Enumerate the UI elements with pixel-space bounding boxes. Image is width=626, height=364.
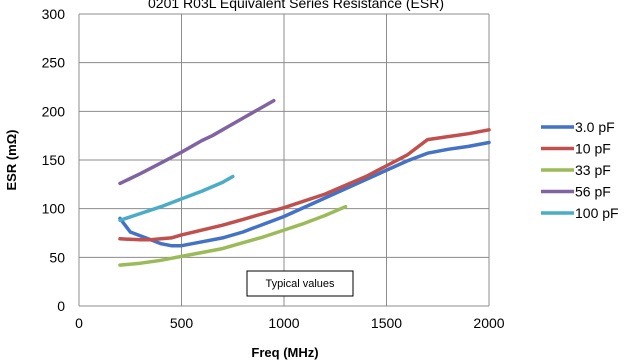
y-tick-label-6: 300 (42, 6, 66, 22)
annotation-text: Typical values (265, 278, 335, 290)
y-tick-label-3: 150 (42, 152, 66, 168)
gridlines (78, 13, 490, 307)
x-axis-title: Freq (MHz) (251, 345, 318, 360)
legend-label-2: 33 pF (575, 162, 611, 178)
series-line-3 (118, 98, 276, 186)
x-tick-label-2: 1000 (268, 315, 299, 331)
y-tick-label-4: 200 (42, 103, 66, 119)
series-lines (118, 98, 491, 267)
y-tick-label-5: 250 (42, 55, 66, 71)
y-tick-label-2: 100 (42, 201, 66, 217)
series-line-4 (118, 174, 235, 223)
x-tick-label-3: 1500 (371, 315, 402, 331)
annotation-box: Typical values (246, 270, 354, 297)
x-tick-label-0: 0 (75, 315, 83, 331)
y-tick-label-1: 50 (49, 249, 65, 265)
x-tick-label-4: 2000 (473, 315, 504, 331)
x-tick-label-1: 500 (170, 315, 194, 331)
legend-label-3: 56 pF (575, 184, 611, 200)
chart-title: 0201 R03L Equivalent Series Resistance (… (148, 0, 444, 11)
legend: 3.0 pF 10 pF 33 pF 56 pF 100 pF (541, 119, 619, 221)
series-line-1 (118, 128, 491, 242)
series-line-0 (118, 140, 491, 248)
legend-label-1: 10 pF (575, 141, 611, 157)
tick-labels: 0 50 100 150 200 250 300 0 500 1000 1500 2000 (42, 6, 505, 331)
legend-label-4: 100 pF (575, 205, 619, 221)
series-line-2 (118, 204, 348, 267)
legend-label-0: 3.0 pF (575, 119, 615, 135)
y-axis-title: ESR (mΩ) (4, 130, 19, 191)
y-tick-label-0: 0 (57, 298, 65, 314)
